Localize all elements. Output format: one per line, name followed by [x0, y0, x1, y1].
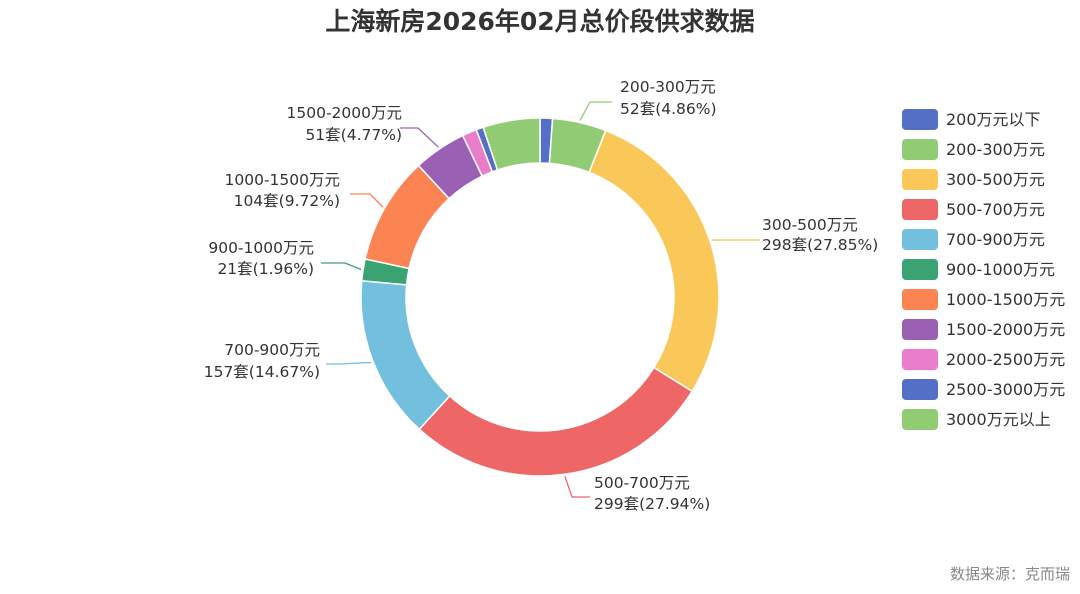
donut-slice-300-500	[588, 129, 720, 393]
donut-slice-700-900	[360, 279, 451, 431]
legend-label: 700-900万元	[946, 230, 1045, 249]
legend-item-200[interactable]: 200万元以下	[902, 109, 1041, 130]
legend-label: 500-700万元	[946, 200, 1045, 219]
data-label-name-900-1000: 900-1000万元	[208, 239, 314, 257]
legend-item-300-500[interactable]: 300-500万元	[902, 169, 1045, 190]
data-label-value-300-500: 298套(27.85%)	[762, 236, 878, 254]
donut-slice-3000	[482, 117, 541, 171]
donut-slice-500-700	[418, 366, 694, 477]
legend-item-200-300[interactable]: 200-300万元	[902, 139, 1045, 160]
data-label-value-1000-1500: 104套(9.72%)	[234, 192, 340, 210]
legend-label: 2000-2500万元	[946, 350, 1065, 369]
data-label-name-1000-1500: 1000-1500万元	[225, 171, 341, 189]
label-leader-200-300	[579, 101, 612, 121]
legend-item-3000[interactable]: 3000万元以上	[902, 409, 1051, 430]
legend-swatch	[902, 319, 938, 340]
legend-label: 200-300万元	[946, 140, 1045, 159]
data-label-value-700-900: 157套(14.67%)	[204, 363, 320, 381]
source-note: 数据来源：克而瑞	[949, 565, 1070, 583]
legend-swatch	[902, 169, 938, 190]
legend-item-1500-2000[interactable]: 1500-2000万元	[902, 319, 1065, 340]
legend-swatch	[902, 139, 938, 160]
legend-label: 2500-3000万元	[946, 380, 1065, 399]
label-leader-500-700	[564, 476, 590, 498]
legend-item-2000-2500[interactable]: 2000-2500万元	[902, 349, 1065, 370]
data-label-name-300-500: 300-500万元	[762, 216, 858, 234]
label-leader-700-900	[326, 361, 372, 365]
legend-label: 1500-2000万元	[946, 320, 1065, 339]
legend-swatch	[902, 199, 938, 220]
legend-item-1000-1500[interactable]: 1000-1500万元	[902, 289, 1065, 310]
data-label-value-900-1000: 21套(1.96%)	[217, 260, 314, 278]
legend-swatch	[902, 379, 938, 400]
legend-swatch	[902, 409, 938, 430]
data-label-name-200-300: 200-300万元	[620, 78, 716, 96]
legend-item-500-700[interactable]: 500-700万元	[902, 199, 1045, 220]
legend-item-2500-3000[interactable]: 2500-3000万元	[902, 379, 1065, 400]
label-leader-900-1000	[321, 262, 362, 271]
data-label-value-1500-2000: 51套(4.77%)	[305, 126, 402, 144]
data-label-value-500-700: 299套(27.94%)	[594, 495, 710, 513]
label-leader-1500-2000	[400, 127, 439, 148]
data-label-name-500-700: 500-700万元	[594, 474, 690, 492]
chart-title: 上海新房2026年02月总价段供求数据	[325, 7, 755, 36]
legend-label: 900-1000万元	[946, 260, 1055, 279]
data-label-value-200-300: 52套(4.86%)	[620, 100, 717, 118]
legend-label: 1000-1500万元	[946, 290, 1065, 309]
legend-swatch	[902, 259, 938, 280]
legend-label: 200万元以下	[946, 110, 1041, 129]
legend-item-700-900[interactable]: 700-900万元	[902, 229, 1045, 250]
legend-swatch	[902, 349, 938, 370]
legend-swatch	[902, 229, 938, 250]
data-label-name-1500-2000: 1500-2000万元	[287, 104, 403, 122]
legend-swatch	[902, 109, 938, 130]
legend-swatch	[902, 289, 938, 310]
legend-label: 3000万元以上	[946, 410, 1051, 429]
label-leader-1000-1500	[350, 193, 384, 208]
data-label-name-700-900: 700-900万元	[224, 341, 320, 359]
legend-label: 300-500万元	[946, 170, 1045, 189]
legend-item-900-1000[interactable]: 900-1000万元	[902, 259, 1055, 280]
